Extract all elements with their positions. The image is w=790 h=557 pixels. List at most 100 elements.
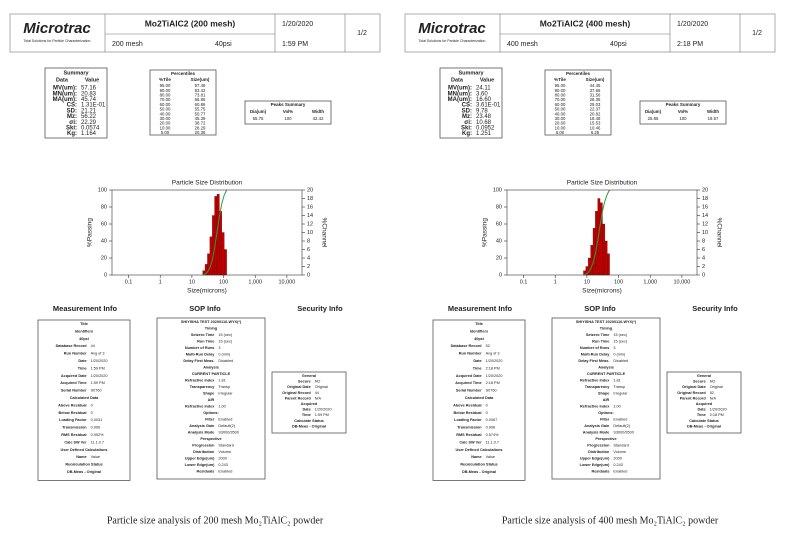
info-label: Acquired Time <box>455 381 481 385</box>
y-axis-label: %Passing <box>87 218 94 247</box>
x-tick-label: 100 <box>219 279 228 285</box>
page-number: 1/2 <box>357 30 367 37</box>
x-tick-label: 10,000 <box>673 279 690 285</box>
summary-value: 0.0574 <box>81 125 100 131</box>
y2-tick-label: 12 <box>702 221 708 227</box>
percentile: 70.00 <box>555 97 566 102</box>
percentile: 30.00 <box>555 116 566 121</box>
info-value: 0 (min) <box>218 353 231 357</box>
info-value: S3000/3500 <box>613 431 633 435</box>
table-header: Data <box>56 77 69 83</box>
info-label: Date <box>78 359 86 363</box>
table-header: Vol% <box>283 109 293 114</box>
info-value: 15 (sec) <box>218 340 232 344</box>
channel-bar <box>604 240 608 276</box>
info-label: Calc SW Ver <box>459 440 482 444</box>
info-label: Upper Edge(um) <box>580 457 610 461</box>
info-label: Secure <box>298 380 311 384</box>
section-heading: Security Info <box>297 304 343 313</box>
info-value: 0 <box>91 403 93 407</box>
summary-value: 9.78 <box>476 108 488 114</box>
info-value: 3 <box>218 346 220 350</box>
info-label: Acquired Date <box>456 374 482 378</box>
info-value: Default(2) <box>613 424 630 428</box>
summary-label: Mz: <box>67 114 77 120</box>
info-value: 1/20/2020 <box>91 374 108 378</box>
table-header: Vol% <box>678 109 688 114</box>
info-value: 11.1.0.7 <box>486 440 499 444</box>
info-value: 0.243 <box>218 463 228 467</box>
info-value: Enabled <box>218 418 232 422</box>
summary-label: σi: <box>69 120 77 126</box>
y2-tick-label: 2 <box>702 264 705 270</box>
y-tick-label: 20 <box>101 255 107 261</box>
peak-cell: 55.75 <box>253 116 264 121</box>
info-label: Lower Edge(um) <box>185 463 215 467</box>
summary-label: Ski: <box>66 125 77 131</box>
percentile-size: 22.37 <box>590 107 601 112</box>
info-label: Parent Record <box>680 396 707 400</box>
info-value: Standard <box>218 444 233 448</box>
info-label: Original Record <box>677 391 706 395</box>
info-heading: Recalculation Status <box>460 463 497 467</box>
channel-bar <box>607 253 610 276</box>
info-value: Standard <box>613 444 628 448</box>
info-heading: DB-Meas - Original <box>462 470 496 474</box>
summary-value: 3.61E-01 <box>476 103 501 109</box>
percentile: 60.00 <box>555 102 566 107</box>
info-value: 0.574% <box>486 433 500 437</box>
y2-tick-label: 14 <box>307 213 313 219</box>
info-label: Parent Record <box>285 396 312 400</box>
info-value: 1:59 PM <box>91 366 105 370</box>
percentile-size: 60.86 <box>195 102 206 107</box>
logo: Microtrac <box>418 20 486 37</box>
info-heading: 40psi <box>79 337 89 341</box>
x-tick-label: 1,000 <box>643 279 657 285</box>
plot-frame <box>111 189 303 276</box>
section-heading: SOP Info <box>189 304 221 313</box>
info-heading: Options: <box>203 411 219 415</box>
peak-cell: 25.85 <box>648 116 659 121</box>
summary-label: CS: <box>67 103 77 109</box>
summary-label: CS: <box>462 103 472 109</box>
info-value: 1/20/2020 <box>315 408 332 412</box>
peaks-box <box>244 100 332 125</box>
info-heading: Analysis <box>203 366 219 370</box>
info-label: Above Residual <box>58 403 86 407</box>
table-header: Value <box>480 77 494 83</box>
info-value: 2:18 PM <box>710 413 724 417</box>
info-heading: CURRENT PARTICLE <box>192 372 231 376</box>
peak-cell: 100 <box>679 116 687 121</box>
info-value: Disabled <box>613 359 628 363</box>
y2-tick-label: 16 <box>307 204 313 210</box>
info-value: 0 <box>91 411 93 415</box>
info-value: 0.996 <box>486 426 496 430</box>
section-heading: SOP Info <box>584 304 616 313</box>
info-heading: Acquired <box>301 402 318 406</box>
percentile: 60.00 <box>160 102 171 107</box>
table-header: Width <box>312 109 324 114</box>
info-heading: Title <box>475 322 483 326</box>
chart-title: Particle Size Distribution <box>172 180 243 187</box>
table-title: Peaks Summary <box>271 102 306 107</box>
date: 1/20/2020 <box>282 21 313 28</box>
info-heading: Options: <box>598 411 614 415</box>
percentile: 95.00 <box>160 83 171 88</box>
percentile: 90.00 <box>555 88 566 93</box>
info-label: Below Residual <box>59 411 87 415</box>
info-label: Shape <box>598 392 609 396</box>
y2-tick-label: 0 <box>702 272 705 278</box>
summary-value: 1.31E-01 <box>81 103 106 109</box>
y2-tick-label: 4 <box>307 255 310 261</box>
channel-bar <box>209 236 213 276</box>
pressure: 40psi <box>610 41 627 48</box>
info-label: Analysis Mode <box>188 431 215 435</box>
info-label: Name <box>76 455 86 459</box>
x-tick-label: 1,000 <box>248 279 262 285</box>
info-label: Transparency <box>190 385 216 389</box>
info-heading: General <box>697 374 711 378</box>
channel-bar <box>221 232 225 276</box>
pressure: 40psi <box>215 41 232 48</box>
y2-tick-label: 0 <box>307 272 310 278</box>
summary-value: 0.0952 <box>476 125 495 131</box>
